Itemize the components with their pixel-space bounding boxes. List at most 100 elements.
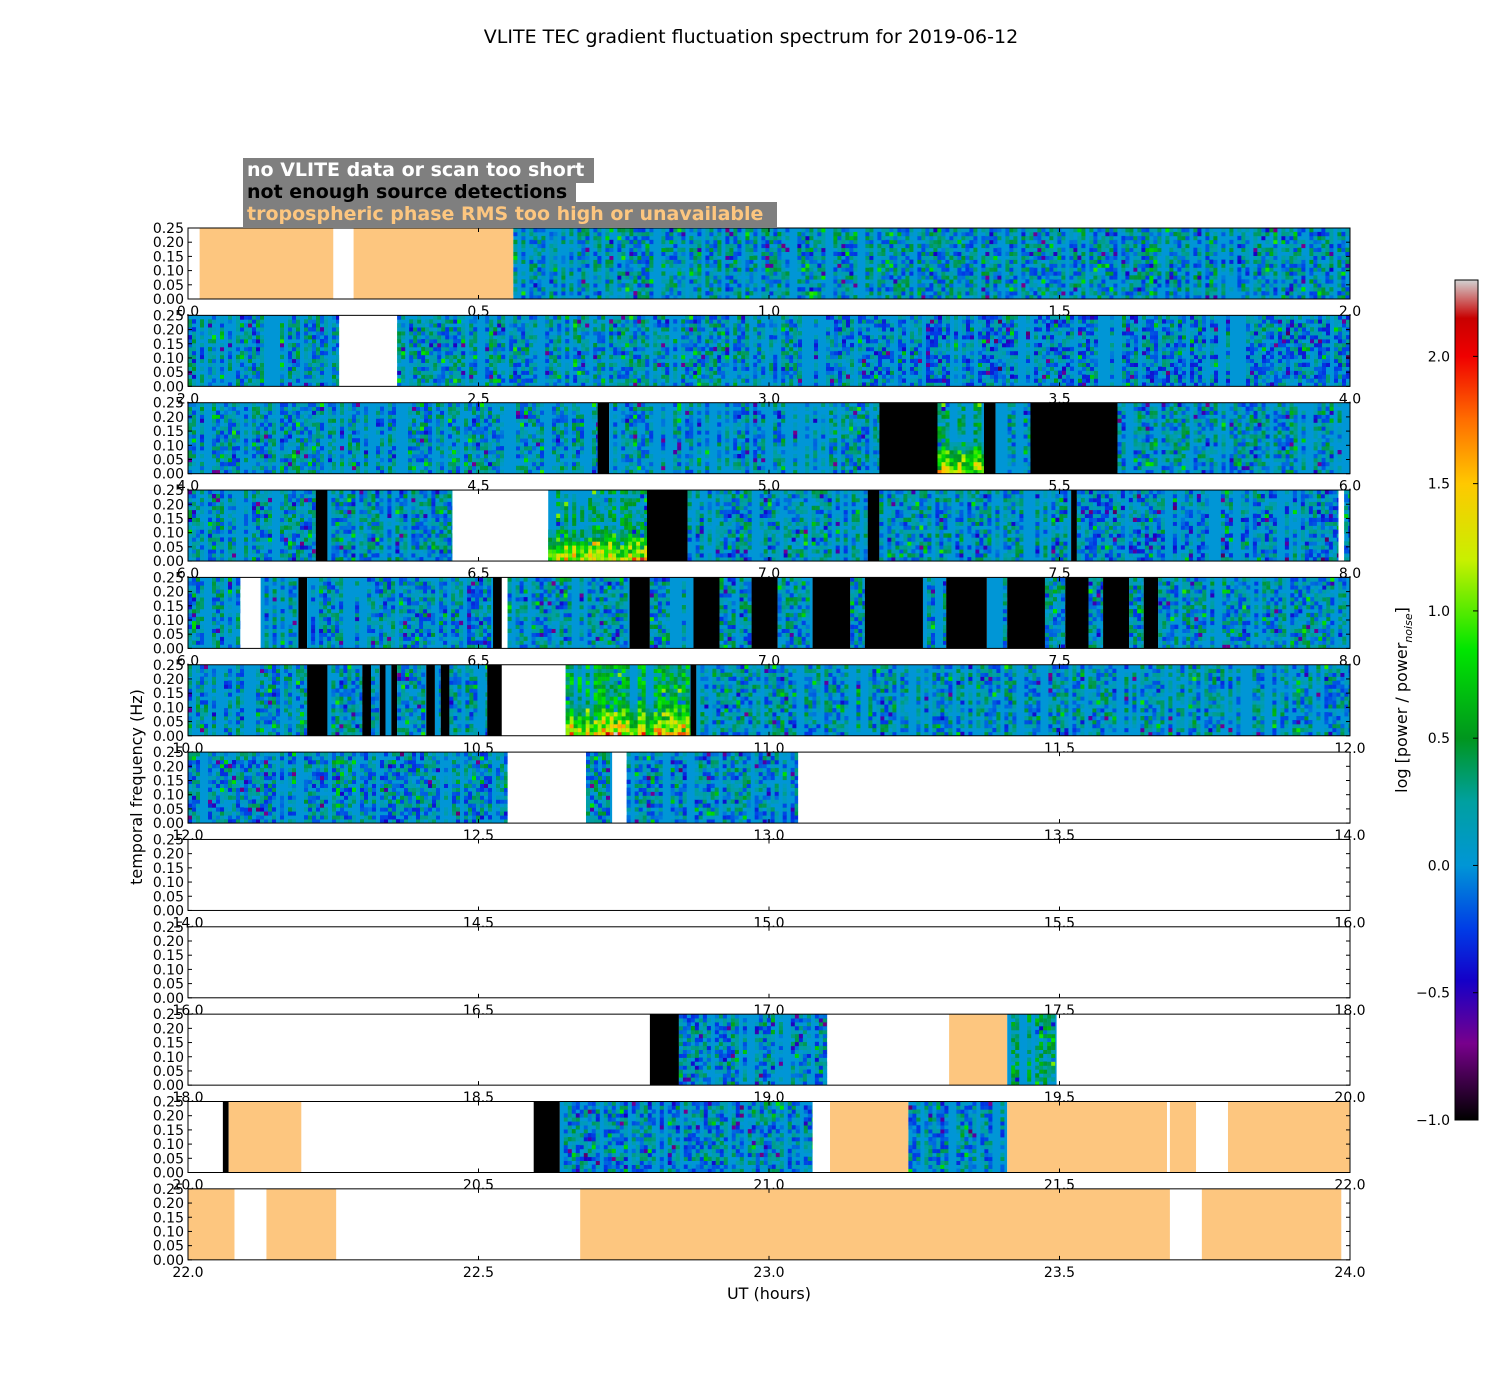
- heatmap-cell: [878, 323, 882, 328]
- heatmap-cell: [757, 346, 762, 352]
- heatmap-cell: [449, 382, 454, 387]
- heatmap-cell: [890, 358, 894, 363]
- heatmap-cell: [929, 271, 934, 276]
- heatmap-cell: [653, 378, 658, 383]
- heatmap-cell: [862, 319, 866, 324]
- heatmap-cell: [1325, 247, 1330, 252]
- heatmap-cell: [749, 291, 754, 296]
- heatmap-cell: [1313, 243, 1318, 249]
- heatmap-cell: [1050, 343, 1054, 348]
- heatmap-cell: [397, 315, 402, 320]
- heatmap-cell: [409, 327, 414, 332]
- heatmap-cell: [613, 331, 618, 336]
- heatmap-cell: [1185, 239, 1190, 245]
- heatmap-cell: [1181, 255, 1186, 260]
- heatmap-cell: [1177, 267, 1182, 272]
- heatmap-cell: [681, 331, 686, 336]
- heatmap-cell: [1014, 378, 1018, 383]
- heatmap-cell: [521, 243, 526, 249]
- heatmap-cell: [1113, 279, 1118, 284]
- heatmap-cell: [513, 275, 518, 280]
- heatmap-cell: [982, 339, 986, 344]
- heatmap-cell: [901, 243, 906, 249]
- heatmap-cell: [288, 346, 292, 352]
- heatmap-cell: [745, 239, 750, 245]
- heatmap-cell: [336, 327, 340, 332]
- heatmap-cell: [938, 327, 942, 332]
- heatmap-cell: [228, 335, 232, 340]
- heatmap-cell: [641, 228, 646, 233]
- heatmap-cell: [830, 358, 834, 363]
- heatmap-cell: [1045, 271, 1050, 276]
- heatmap-cell: [817, 235, 822, 241]
- heatmap-cell: [937, 235, 942, 241]
- heatmap-cell: [1053, 251, 1058, 256]
- heatmap-cell: [797, 319, 799, 324]
- heatmap-cell: [501, 331, 506, 336]
- heatmap-cell: [769, 291, 774, 296]
- heatmap-cell: [729, 291, 734, 296]
- heatmap-cell: [870, 335, 874, 340]
- heatmap-cell: [661, 366, 666, 371]
- heatmap-cell: [1013, 275, 1018, 280]
- heatmap-cell: [773, 362, 778, 367]
- heatmap-cell: [1057, 263, 1062, 268]
- heatmap-cell: [437, 331, 442, 336]
- heatmap-cell: [1045, 239, 1050, 245]
- heatmap-cell: [1010, 346, 1014, 352]
- heatmap-cell: [785, 358, 790, 363]
- heatmap-cell: [1169, 271, 1174, 276]
- heatmap-cell: [553, 335, 558, 340]
- heatmap-cell: [1341, 283, 1346, 288]
- heatmap-cell: [1057, 283, 1062, 288]
- heatmap-cell: [449, 339, 454, 344]
- heatmap-cell: [645, 354, 650, 360]
- heatmap-cell: [905, 231, 910, 237]
- heatmap-cell: [757, 378, 762, 383]
- heatmap-cell: [858, 358, 862, 363]
- heatmap-cell: [473, 378, 478, 383]
- heatmap-cell: [629, 323, 634, 328]
- heatmap-cell: [849, 255, 854, 260]
- heatmap-cell: [485, 319, 490, 324]
- heatmap-cell: [1058, 350, 1062, 356]
- heatmap-cell: [1221, 283, 1226, 288]
- heatmap-cell: [200, 374, 204, 379]
- heatmap-cell: [677, 231, 682, 237]
- heatmap-cell: [765, 228, 770, 233]
- heatmap-cell: [981, 255, 986, 260]
- heatmap-cell: [826, 374, 830, 379]
- heatmap-cell: [685, 378, 690, 383]
- heatmap-cell: [725, 283, 730, 288]
- heatmap-cell: [1197, 259, 1202, 264]
- heatmap-cell: [1153, 263, 1158, 268]
- heatmap-cell: [1153, 279, 1158, 284]
- heatmap-cell: [994, 350, 998, 356]
- heatmap-cell: [982, 354, 986, 360]
- heatmap-cell: [921, 228, 926, 233]
- heatmap-cell: [853, 231, 858, 237]
- heatmap-cell: [946, 319, 950, 324]
- heatmap-cell: [637, 315, 642, 320]
- heatmap-cell: [192, 346, 196, 352]
- heatmap-cell: [1285, 279, 1290, 284]
- heatmap-cell: [1009, 283, 1014, 288]
- heatmap-cell: [449, 346, 454, 352]
- heatmap-cell: [1149, 263, 1154, 268]
- heatmap-cell: [1037, 239, 1042, 245]
- heatmap-cell: [413, 370, 418, 375]
- heatmap-cell: [1013, 228, 1018, 233]
- heatmap-cell: [1057, 271, 1062, 276]
- heatmap-cell: [693, 327, 698, 332]
- heatmap-cell: [332, 370, 336, 375]
- heatmap-cell: [905, 275, 910, 280]
- heatmap-cell: [798, 370, 802, 375]
- heatmap-cell: [1209, 263, 1214, 268]
- heatmap-cell: [1213, 283, 1218, 288]
- heatmap-cell: [633, 319, 638, 324]
- heatmap-cell: [529, 228, 534, 233]
- heatmap-cell: [745, 378, 750, 383]
- heatmap-cell: [1269, 279, 1274, 284]
- heatmap-cell: [292, 327, 296, 332]
- heatmap-cell: [970, 319, 974, 324]
